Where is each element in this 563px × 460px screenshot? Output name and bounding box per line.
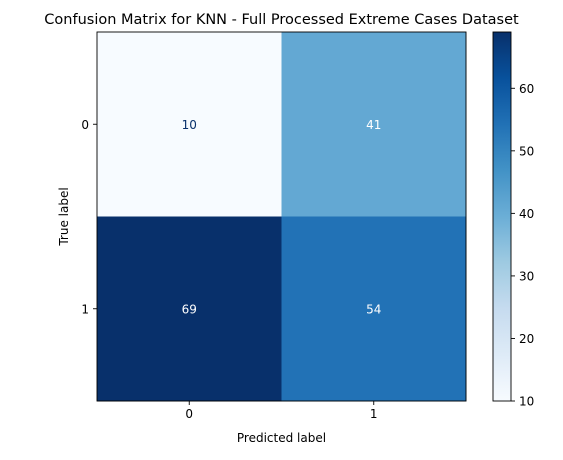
x-axis-label: Predicted label xyxy=(237,431,326,445)
colorbar-tick-label: 10 xyxy=(519,395,534,409)
y-axis-label: True label xyxy=(57,187,71,246)
x-tick-label: 1 xyxy=(370,407,378,421)
matrix-cell xyxy=(281,216,467,402)
matrix-cell xyxy=(281,32,467,217)
y-tick-label: 0 xyxy=(81,118,89,132)
colorbar-tick-label: 50 xyxy=(519,144,534,158)
y-tick-label: 1 xyxy=(81,302,89,316)
chart-title: Confusion Matrix for KNN - Full Processe… xyxy=(44,12,519,28)
colorbar-tick-label: 20 xyxy=(519,332,534,346)
colorbar-tick-label: 60 xyxy=(519,82,534,96)
y-axis-ticks: 01 xyxy=(81,118,97,316)
cell-value-label: 10 xyxy=(182,118,197,132)
cell-value-label: 54 xyxy=(366,302,381,316)
matrix-cell xyxy=(97,216,282,402)
matrix-cells xyxy=(97,32,467,402)
cell-value-label: 69 xyxy=(182,302,197,316)
cell-value-label: 41 xyxy=(366,118,381,132)
x-tick-label: 0 xyxy=(185,407,193,421)
plot-frame xyxy=(96,31,467,402)
matrix-cell-labels: 10 41 69 54 xyxy=(182,118,382,317)
matrix-cell xyxy=(97,32,282,217)
colorbar-ticks: 10 20 30 40 50 60 xyxy=(511,82,534,409)
colorbar-tick-label: 30 xyxy=(519,269,534,283)
colorbar-tick-label: 40 xyxy=(519,207,534,221)
colorbar xyxy=(492,31,512,402)
